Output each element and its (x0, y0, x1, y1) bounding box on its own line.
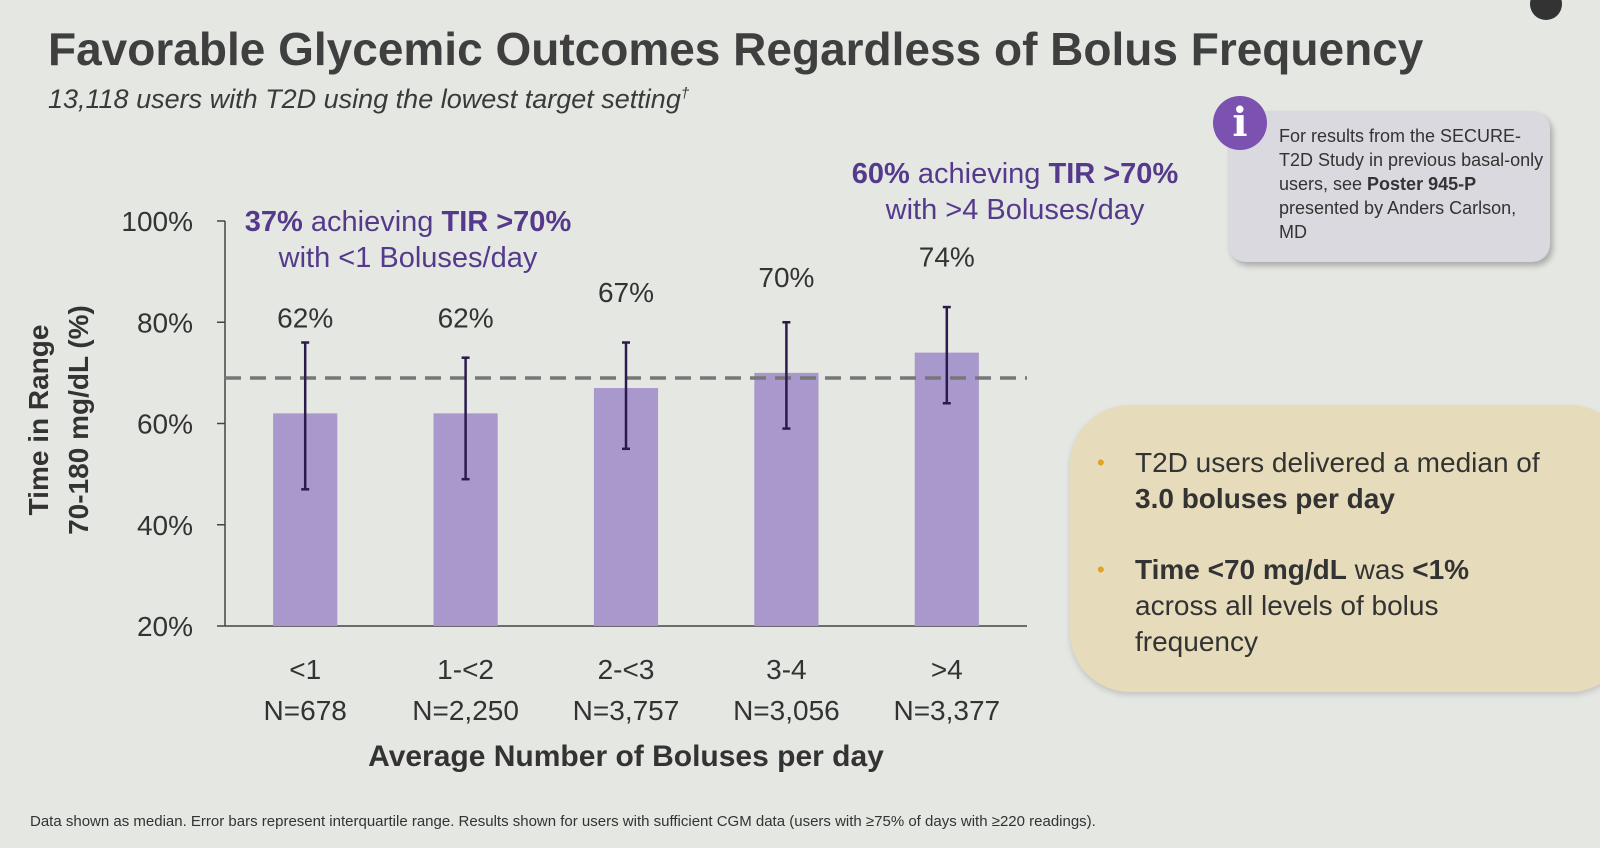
y-axis-title: Time in Range (23, 325, 54, 516)
y-tick-label: 60% (137, 409, 193, 440)
annotation-run: 37% (244, 206, 303, 238)
n-label: N=3,056 (733, 695, 840, 726)
annotation-line: 37% achieving TIR >70% (245, 204, 571, 240)
x-tick-label: 3-4 (766, 654, 806, 685)
info-box (1228, 111, 1550, 262)
annotation-run: TIR >70% (1048, 158, 1179, 190)
x-axis-title: Average Number of Boluses per day (368, 740, 884, 773)
annotation: 60% achieving TIR >70% with >4 Boluses/da… (852, 156, 1178, 228)
x-tick-label: <1 (289, 654, 321, 685)
info-run: presented by Anders Carlson, MD (1279, 198, 1517, 242)
annotation-run: achieving (909, 158, 1049, 190)
bullet-run: T2D users delivered a median of (1135, 447, 1540, 478)
annotation-run: TIR >70% (441, 206, 572, 238)
slide-title: Favorable Glycemic Outcomes Regardless o… (48, 23, 1424, 75)
subtitle-mark: † (680, 85, 690, 102)
n-label: N=3,757 (573, 695, 680, 726)
annotation-run: with >4 Boluses/day (885, 194, 1145, 226)
value-label: 67% (598, 277, 654, 308)
n-label: N=3,377 (893, 695, 1000, 726)
value-label: 62% (277, 302, 333, 333)
bullet-run-bold: 3.0 boluses per day (1135, 483, 1395, 514)
value-label: 74% (919, 242, 975, 273)
x-tick-label: 1-<2 (437, 654, 494, 685)
footnote: Data shown as median. Error bars represe… (30, 813, 1096, 830)
annotation-run: with <1 Boluses/day (278, 242, 538, 274)
x-tick-label: 2-<3 (598, 654, 655, 685)
value-label: 62% (438, 302, 494, 333)
annotation-line: with >4 Boluses/day (852, 192, 1178, 228)
x-tick-label: >4 (931, 654, 963, 685)
y-axis-title: 70-180 mg/dL (%) (63, 305, 94, 535)
y-tick-label: 20% (137, 611, 193, 642)
value-label: 70% (758, 262, 814, 293)
subtitle-text: 13,118 users with T2D using the lowest t… (48, 84, 681, 114)
annotation-run: achieving (302, 206, 442, 238)
n-label: N=678 (264, 695, 347, 726)
y-tick-label: 100% (121, 206, 193, 237)
info-text: For results from the SECURE-T2D Study in… (1279, 124, 1547, 244)
info-run-bold: Poster 945-P (1367, 174, 1477, 194)
annotation-run: 60% (851, 158, 910, 190)
bullet-run: across all levels of bolus frequency (1135, 590, 1439, 657)
annotation: 37% achieving TIR >70% with <1 Boluses/da… (245, 204, 571, 276)
annotation-line: 60% achieving TIR >70% (852, 156, 1178, 192)
slide-subtitle: 13,118 users with T2D using the lowest t… (48, 84, 689, 115)
bullet-run-bold: <1% (1412, 554, 1470, 585)
y-tick-label: 40% (137, 510, 193, 541)
y-tick-label: 80% (137, 307, 193, 338)
bullet-run: was (1346, 554, 1413, 585)
info-icon: i (1213, 96, 1267, 150)
bullet: T2D users delivered a median of 3.0 bolu… (1097, 445, 1555, 517)
bullet-run-bold: Time <70 mg/dL (1135, 554, 1347, 585)
n-label: N=2,250 (412, 695, 519, 726)
share-icon[interactable] (1530, 0, 1562, 20)
bullet: Time <70 mg/dL was <1% across all levels… (1097, 552, 1555, 660)
info-run: For results from the SECURE-T2D Study in… (1279, 126, 1544, 194)
annotation-line: with <1 Boluses/day (245, 240, 571, 276)
